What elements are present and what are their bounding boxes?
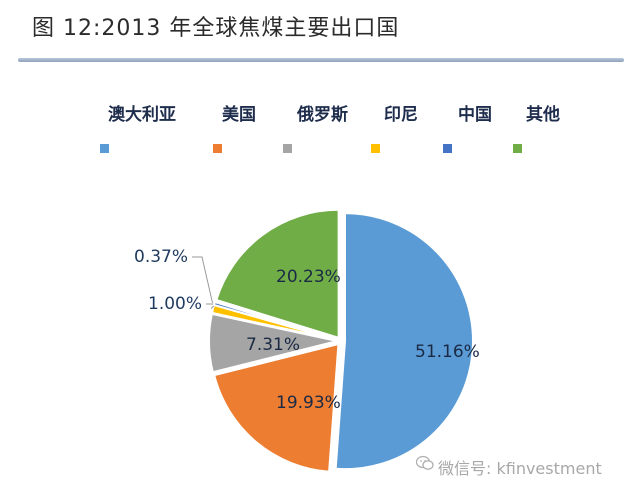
data-label-1: 19.93% — [276, 393, 341, 413]
pie-slice-1 — [213, 342, 340, 473]
title-divider — [18, 58, 624, 62]
data-label-3: 1.00% — [148, 294, 202, 314]
legend-label-3: 印尼 — [384, 105, 418, 125]
legend-swatch-4 — [443, 144, 452, 153]
leader-line-4 — [192, 256, 214, 304]
pie-slice-4 — [212, 300, 338, 341]
data-label-4: 0.37% — [134, 247, 188, 267]
legend-swatch-0 — [100, 144, 109, 153]
wechat-icon — [416, 455, 434, 470]
figure-title: 图 12:2013 年全球焦煤主要出口国 — [32, 16, 400, 41]
legend-swatch-1 — [213, 144, 222, 153]
legend-label-5: 其他 — [526, 105, 560, 125]
pie-slice-2 — [208, 312, 338, 374]
data-label-5: 20.23% — [276, 267, 341, 287]
pie-slice-5 — [215, 208, 340, 340]
legend-swatch-2 — [283, 144, 292, 153]
legend-label-0: 澳大利亚 — [108, 105, 176, 125]
legend-label-1: 美国 — [222, 105, 256, 125]
watermark-text: 微信号: kfinvestment — [438, 459, 602, 478]
pie-slice-0 — [334, 212, 474, 471]
legend-label-2: 俄罗斯 — [297, 105, 348, 125]
legend-label-4: 中国 — [458, 105, 492, 125]
data-label-0: 51.16% — [415, 342, 480, 362]
legend-swatch-3 — [371, 144, 380, 153]
legend-swatch-5 — [513, 144, 522, 153]
data-label-2: 7.31% — [246, 335, 300, 355]
